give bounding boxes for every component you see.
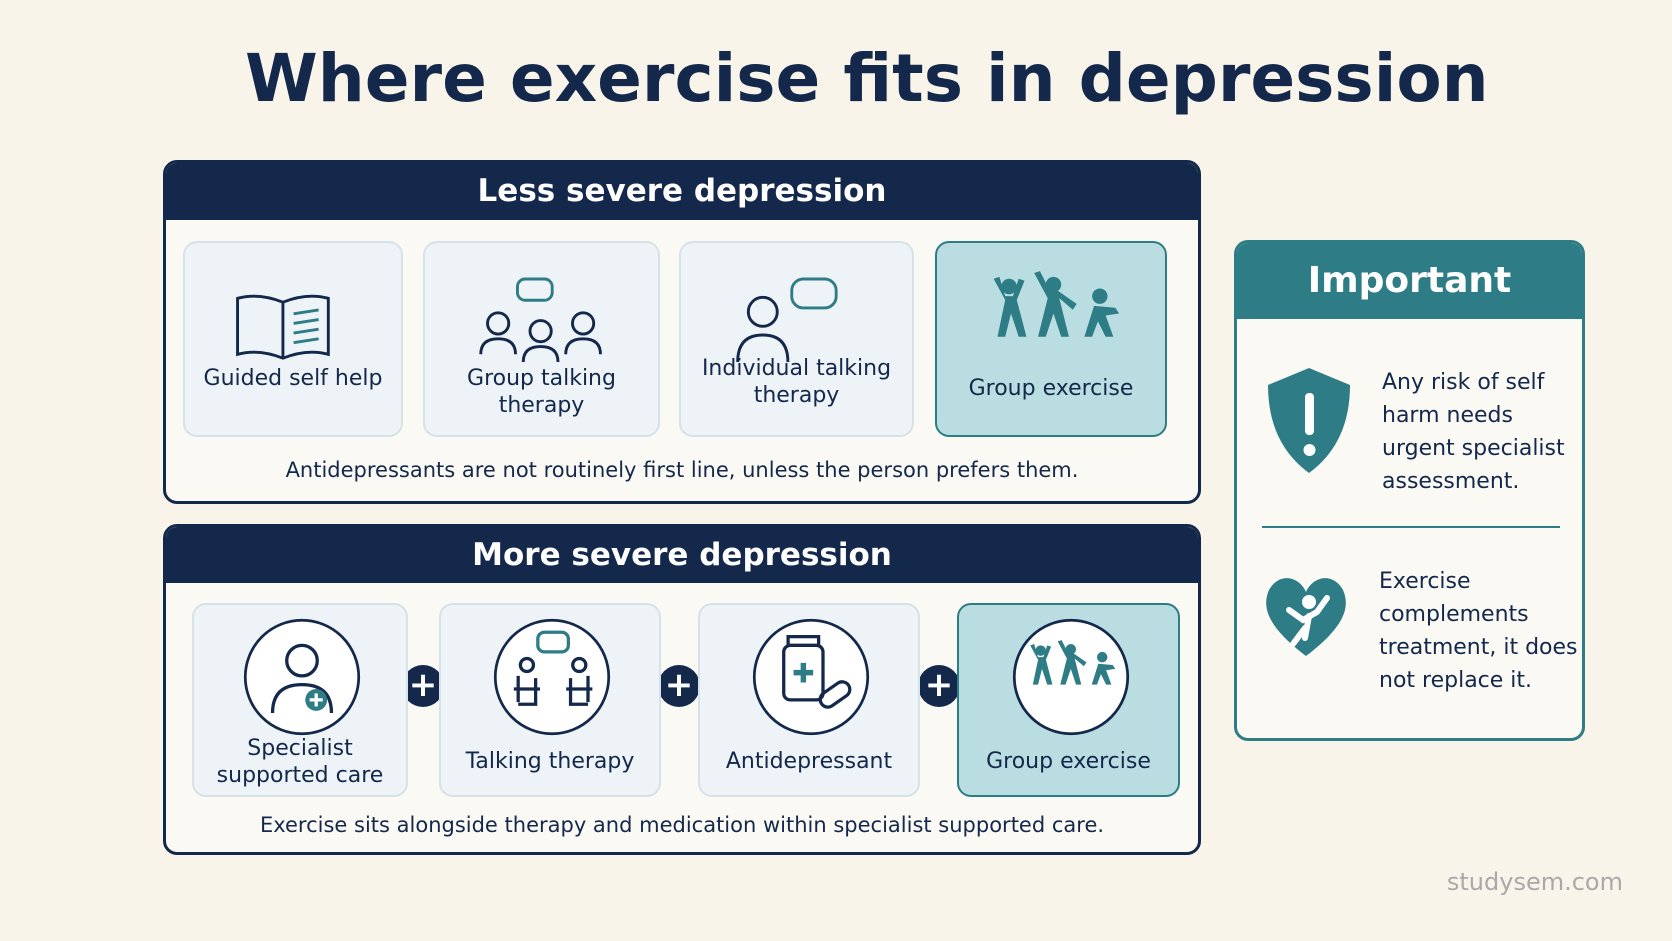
step-icon bbox=[493, 618, 611, 736]
step-icon bbox=[1012, 618, 1129, 736]
step-label: Antidepressant bbox=[725, 749, 893, 774]
shield-icon bbox=[1268, 368, 1350, 473]
card-label: Guided self help bbox=[203, 366, 383, 391]
option-card: Individual talking therapy bbox=[679, 241, 914, 437]
step-card: Talking therapy bbox=[439, 603, 661, 797]
panel-note: Exercise sits alongside therapy and medi… bbox=[259, 813, 1105, 837]
step-icon bbox=[243, 618, 361, 736]
step-card: Group exercise bbox=[957, 603, 1180, 797]
card-icon bbox=[236, 294, 330, 360]
step-label: Group exercise bbox=[986, 749, 1151, 774]
card-icon bbox=[993, 271, 1120, 337]
card-label: Group talking therapy bbox=[467, 366, 616, 418]
card-icon bbox=[735, 277, 838, 363]
title: Where exercise fits in depression bbox=[245, 40, 1489, 117]
plus-icon: + bbox=[918, 665, 960, 707]
divider bbox=[1262, 526, 1560, 528]
important-item: Exercise complements treatment, it does … bbox=[1379, 569, 1578, 693]
footer-brand: studysem.com bbox=[1446, 868, 1623, 896]
panel-heading: Less severe depression bbox=[166, 163, 1198, 220]
card-label: Group exercise bbox=[968, 376, 1134, 401]
important-panel: Important Any risk of self harm needs ur… bbox=[1234, 240, 1585, 741]
option-card: Group exercise bbox=[935, 241, 1167, 437]
panel-heading: More severe depression bbox=[166, 527, 1198, 583]
heart-icon bbox=[1266, 578, 1346, 656]
step-label: Specialist supported care bbox=[216, 736, 384, 788]
important-item: Any risk of self harm needs urgent speci… bbox=[1382, 370, 1565, 494]
step-label: Talking therapy bbox=[465, 749, 635, 774]
card-icon bbox=[478, 277, 602, 363]
option-card: Group talking therapy bbox=[423, 241, 660, 437]
plus-icon: + bbox=[402, 665, 444, 707]
card-label: Individual talking therapy bbox=[701, 356, 892, 408]
option-card: Guided self help bbox=[183, 241, 403, 437]
panel-heading: Important bbox=[1237, 243, 1582, 319]
step-card: Specialist supported care bbox=[192, 603, 408, 797]
plus-icon: + bbox=[658, 665, 700, 707]
step-icon bbox=[752, 618, 870, 736]
step-card: Antidepressant bbox=[698, 603, 920, 797]
panel-note: Antidepressants are not routinely first … bbox=[285, 458, 1079, 482]
